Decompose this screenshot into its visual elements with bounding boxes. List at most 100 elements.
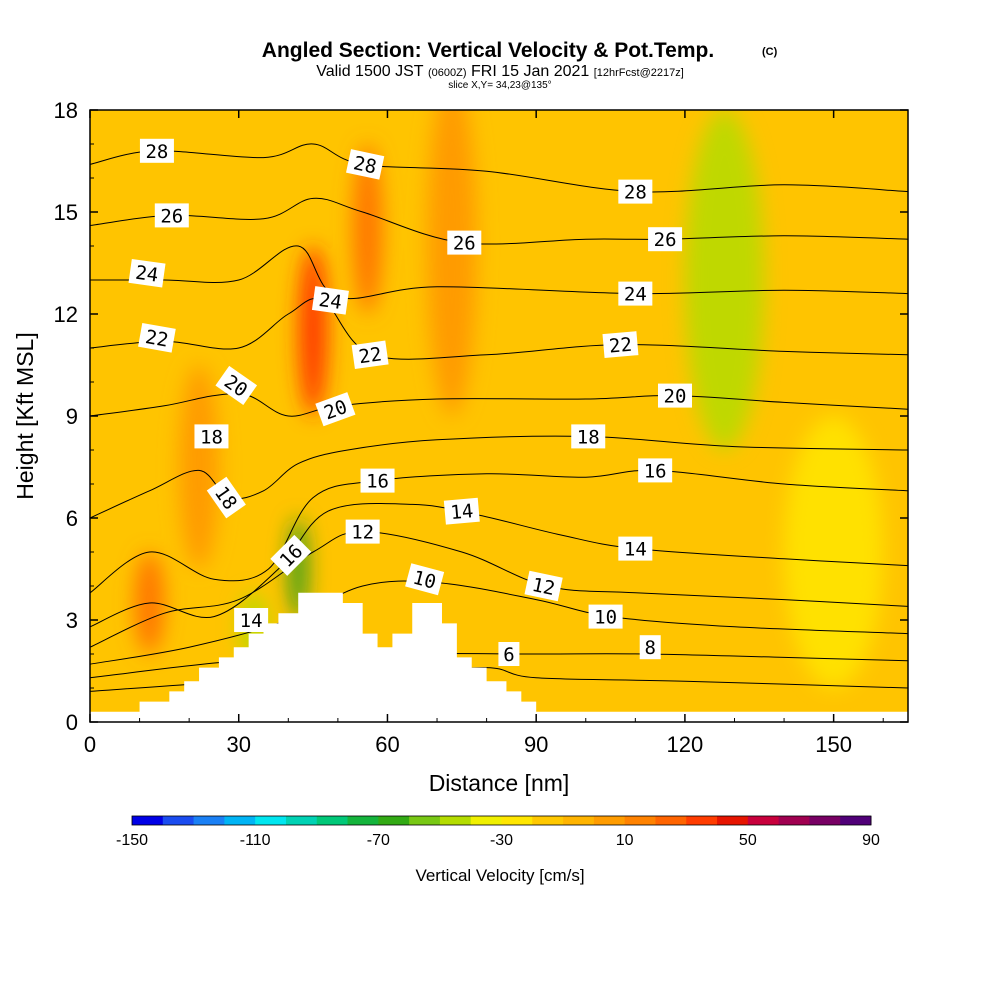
contour-label-box <box>498 642 520 666</box>
colorbar-swatch <box>624 816 656 825</box>
colorbar-swatch <box>255 816 287 825</box>
contour-label-box <box>447 230 482 255</box>
contour-label: 24 <box>311 286 349 315</box>
y-tick-label: 6 <box>66 506 78 531</box>
colorbar-swatch <box>193 816 225 825</box>
valid-line: Valid 1500 JST (0600Z) FRI 15 Jan 2021 [… <box>316 63 684 80</box>
contour-label: 22 <box>138 323 176 353</box>
contour-label: 10 <box>405 563 445 596</box>
colorbar-swatch <box>470 816 502 825</box>
y-tick-label: 0 <box>66 710 78 735</box>
contour-label-box <box>351 340 389 370</box>
theta-contour-12 <box>90 531 908 648</box>
plot-background <box>90 110 908 722</box>
contour-label-box <box>657 383 692 408</box>
contour-label-box <box>154 203 189 228</box>
x-tick-label: 120 <box>667 732 704 757</box>
velocity-blob-updraft <box>298 246 328 416</box>
contour-label-box <box>139 138 174 163</box>
contour-label-text: 14 <box>240 610 263 632</box>
contour-label: 22 <box>602 331 639 359</box>
contour-label-text: 26 <box>160 205 183 227</box>
contour-label-box <box>405 563 445 596</box>
x-tick-label: 60 <box>375 732 399 757</box>
colorbar-tick-label: -110 <box>240 832 271 849</box>
contour-label-text: 18 <box>200 426 223 448</box>
contour-label-box <box>234 608 269 632</box>
contour-label: 24 <box>128 258 166 288</box>
contour-label-text: 24 <box>624 284 647 306</box>
colorbar-tick-label: 90 <box>862 832 880 849</box>
x-axis: 0 30 60 90 120 150 <box>84 110 884 757</box>
contour-label-box <box>270 534 312 576</box>
contour-label: 14 <box>234 608 269 632</box>
contour-label: 28 <box>618 179 653 204</box>
colorbar-tick-label: -150 <box>116 832 148 849</box>
contour-label-box <box>206 476 246 519</box>
contour-label: 20 <box>215 365 258 405</box>
colorbar-swatch <box>840 816 872 825</box>
velocity-blob-updraft <box>427 110 477 416</box>
x-tick-label: 30 <box>226 732 250 757</box>
contour-label-text: 24 <box>134 262 160 287</box>
contour-label-box <box>638 458 673 483</box>
colorbar-tick-label: 10 <box>616 832 634 849</box>
y-tick-label: 12 <box>54 302 78 327</box>
theta-contour-18 <box>90 435 908 519</box>
units-tag: (C) <box>762 46 778 58</box>
colorbar-swatch <box>316 816 349 825</box>
theta-contour-28 <box>90 143 908 193</box>
contour-label-text: 14 <box>450 500 475 524</box>
y-tick-label: 9 <box>66 404 78 429</box>
contour-label-box <box>138 323 176 353</box>
contour-label: 18 <box>571 424 606 449</box>
contour-label-text: 28 <box>145 141 168 163</box>
contour-label-text: 20 <box>664 386 687 408</box>
contour-label-text: 16 <box>366 471 389 493</box>
contour-label-text: 22 <box>608 334 633 358</box>
contour-label: 14 <box>443 497 480 525</box>
contour-label-box <box>571 424 606 449</box>
contour-label: 22 <box>351 340 389 370</box>
theta-contour-24 <box>90 245 908 300</box>
contour-label-text: 6 <box>503 644 514 666</box>
contour-label-text: 22 <box>144 326 170 352</box>
contour-label-text: 28 <box>351 152 378 178</box>
slice-info: slice X,Y= 34,23@135° <box>448 80 551 91</box>
x-tick-label: 0 <box>84 732 96 757</box>
velocity-blob-updraft <box>179 365 219 569</box>
contour-label-text: 26 <box>453 233 476 255</box>
contour-label-box <box>194 424 229 449</box>
colorbar: -150 -110 -70 -30 10 50 90 <box>116 815 880 849</box>
contour-label: 16 <box>360 468 395 493</box>
contour-label-text: 12 <box>351 522 374 544</box>
colorbar-swatch <box>778 816 810 825</box>
contour-label-text: 26 <box>654 229 677 251</box>
contour-label: 20 <box>315 392 356 427</box>
x-tick-label: 150 <box>815 732 852 757</box>
contour-label-box <box>524 570 563 602</box>
contour-label: 12 <box>524 570 563 602</box>
forecast-tag: [12hrFcst@2217z] <box>594 67 684 79</box>
contour-label: 28 <box>346 149 385 180</box>
contour-label-box <box>618 179 653 204</box>
contour-label: 10 <box>588 604 623 629</box>
colorbar-swatch <box>439 816 472 825</box>
contour-label-box <box>588 604 623 629</box>
contour-label-box <box>346 149 385 180</box>
colorbar-swatch <box>809 816 841 825</box>
contour-label-box <box>443 497 480 525</box>
contour-label-text: 24 <box>317 289 343 314</box>
contour-label-box <box>345 519 380 544</box>
contour-label-box <box>618 536 653 561</box>
colorbar-tick-label: -30 <box>490 832 513 849</box>
terrain <box>90 592 908 722</box>
contour-label: 18 <box>194 424 229 449</box>
contour-label-text: 14 <box>624 539 647 561</box>
contour-label-text: 18 <box>577 426 600 448</box>
velocity-blob-updraft <box>352 144 383 314</box>
y-tick-label: 15 <box>54 200 78 225</box>
contour-label-box <box>128 258 166 288</box>
colorbar-swatch <box>347 816 379 825</box>
